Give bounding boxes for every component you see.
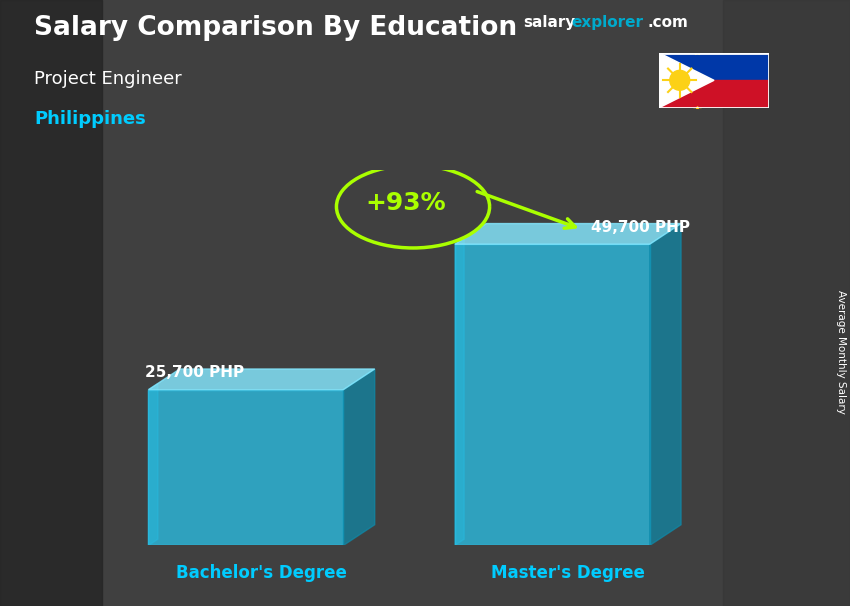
Bar xyxy=(722,0,850,606)
Text: Philippines: Philippines xyxy=(34,110,145,128)
Text: +93%: +93% xyxy=(366,191,446,215)
Text: Project Engineer: Project Engineer xyxy=(34,70,182,88)
Text: Master's Degree: Master's Degree xyxy=(491,564,645,582)
Bar xyxy=(455,244,649,545)
Bar xyxy=(0,0,102,606)
Text: Average Monthly Salary: Average Monthly Salary xyxy=(836,290,846,413)
Text: Salary Comparison By Education: Salary Comparison By Education xyxy=(34,15,517,41)
Text: 25,700 PHP: 25,700 PHP xyxy=(145,365,244,381)
Text: Bachelor's Degree: Bachelor's Degree xyxy=(176,564,347,582)
Bar xyxy=(659,53,769,80)
Polygon shape xyxy=(149,369,375,390)
Polygon shape xyxy=(455,238,464,545)
Polygon shape xyxy=(455,224,681,244)
Text: salary: salary xyxy=(523,15,575,30)
Text: 49,700 PHP: 49,700 PHP xyxy=(591,220,689,235)
Text: explorer: explorer xyxy=(571,15,643,30)
Polygon shape xyxy=(659,53,714,108)
Polygon shape xyxy=(343,369,375,545)
Bar xyxy=(659,80,769,108)
Circle shape xyxy=(670,70,689,90)
Polygon shape xyxy=(649,224,681,545)
Polygon shape xyxy=(149,384,158,545)
Bar xyxy=(149,390,343,545)
Text: .com: .com xyxy=(648,15,689,30)
